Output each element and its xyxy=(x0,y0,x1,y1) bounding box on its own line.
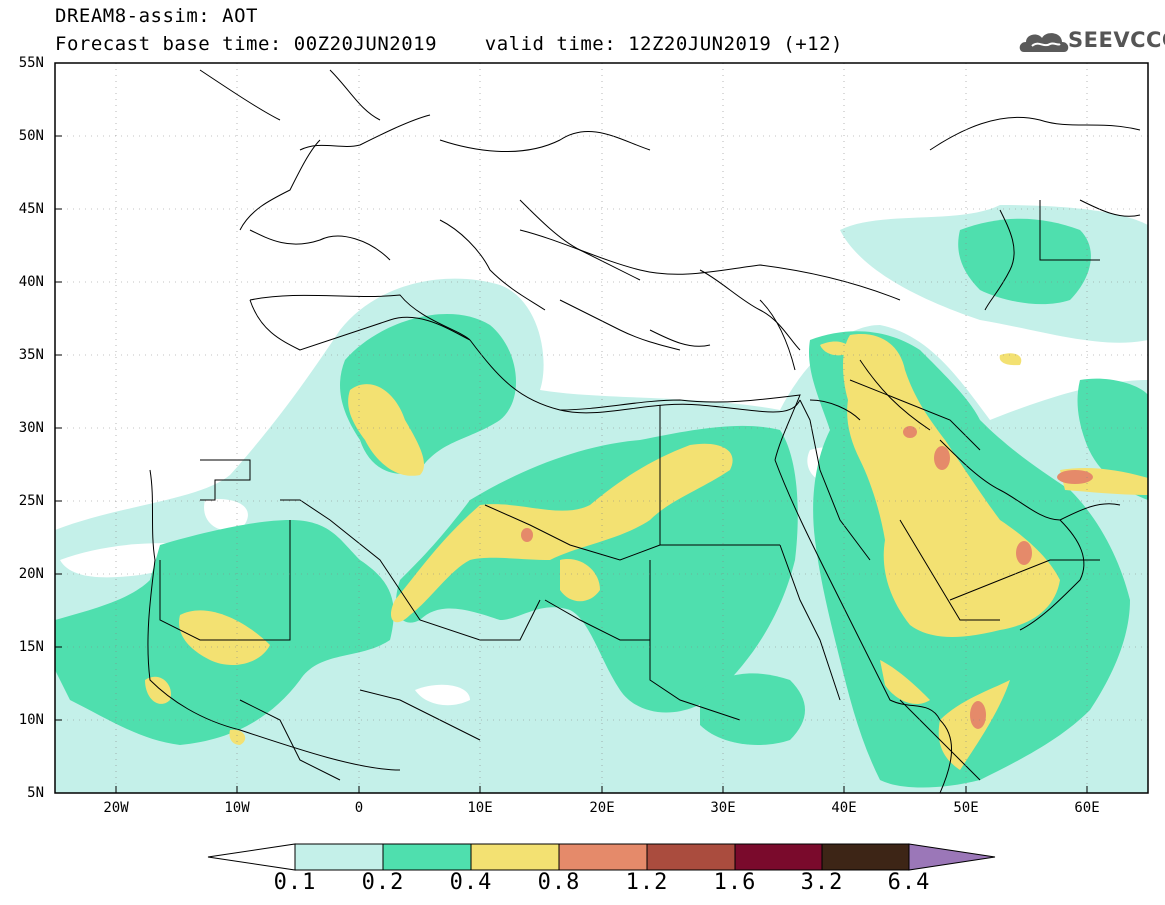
lon-label: 40E xyxy=(831,800,857,816)
lon-label: 10E xyxy=(467,800,493,816)
colorbar-label: 1.2 xyxy=(625,870,669,895)
coastlines xyxy=(147,69,1141,793)
lat-label: 40N xyxy=(18,274,44,290)
lat-label: 10N xyxy=(18,712,44,728)
lon-label: 60E xyxy=(1074,800,1100,816)
lat-label: 20N xyxy=(18,566,44,582)
colorbar-box-0-1 xyxy=(294,843,384,871)
lon-label: 30E xyxy=(710,800,736,816)
colorbar-box-3-2 xyxy=(821,843,910,871)
seevccc-logo-text: SEEVCCC xyxy=(1068,28,1165,52)
lat-label: 15N xyxy=(18,639,44,655)
colorbar-label: 6.4 xyxy=(887,870,931,895)
colorbar-box-1-2 xyxy=(646,843,736,871)
colorbar-label: 0.1 xyxy=(273,870,317,895)
colorbar-label: 3.2 xyxy=(800,870,844,895)
lat-label: 30N xyxy=(18,420,44,436)
aot-layer-0-8 xyxy=(521,426,1093,729)
lat-label: 35N xyxy=(18,347,44,363)
colorbar-high-arrow xyxy=(908,843,996,871)
lat-label: 5N xyxy=(27,785,44,801)
colorbar-label: 0.8 xyxy=(537,870,581,895)
colorbar-label: 0.2 xyxy=(361,870,405,895)
lon-label: 10W xyxy=(224,800,250,816)
lat-label: 25N xyxy=(18,493,44,509)
lon-label: 50E xyxy=(953,800,979,816)
colorbar-box-0-2 xyxy=(382,843,472,871)
aot-layer-0-4 xyxy=(145,334,1148,770)
colorbar xyxy=(207,843,996,871)
colorbar-box-0-4 xyxy=(470,843,560,871)
colorbar-low-arrow xyxy=(207,843,296,871)
axis-ticks xyxy=(55,62,1088,793)
graticule xyxy=(55,63,1148,793)
map-subtitle-times: Forecast base time: 00Z20JUN2019 valid t… xyxy=(55,33,843,55)
map-title: DREAM8-assim: AOT xyxy=(55,5,258,27)
lat-label: 55N xyxy=(18,55,44,71)
lon-label: 20E xyxy=(589,800,615,816)
colorbar-box-0-8 xyxy=(558,843,648,871)
colorbar-label: 0.4 xyxy=(449,870,493,895)
seevccc-cloud-logo-icon xyxy=(1019,33,1069,52)
lat-label: 50N xyxy=(18,128,44,144)
colorbar-label: 1.6 xyxy=(713,870,757,895)
lat-label: 45N xyxy=(18,201,44,217)
lon-label: 0 xyxy=(354,800,364,816)
lon-label: 20W xyxy=(103,800,129,816)
colorbar-box-1-6 xyxy=(734,843,823,871)
